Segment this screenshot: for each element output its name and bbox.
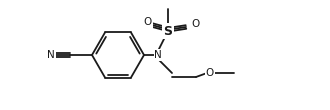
- Text: O: O: [206, 68, 214, 78]
- Text: O: O: [191, 19, 199, 29]
- Text: O: O: [144, 17, 152, 27]
- Text: S: S: [163, 25, 173, 38]
- Text: N: N: [154, 50, 162, 60]
- Text: N: N: [47, 50, 55, 60]
